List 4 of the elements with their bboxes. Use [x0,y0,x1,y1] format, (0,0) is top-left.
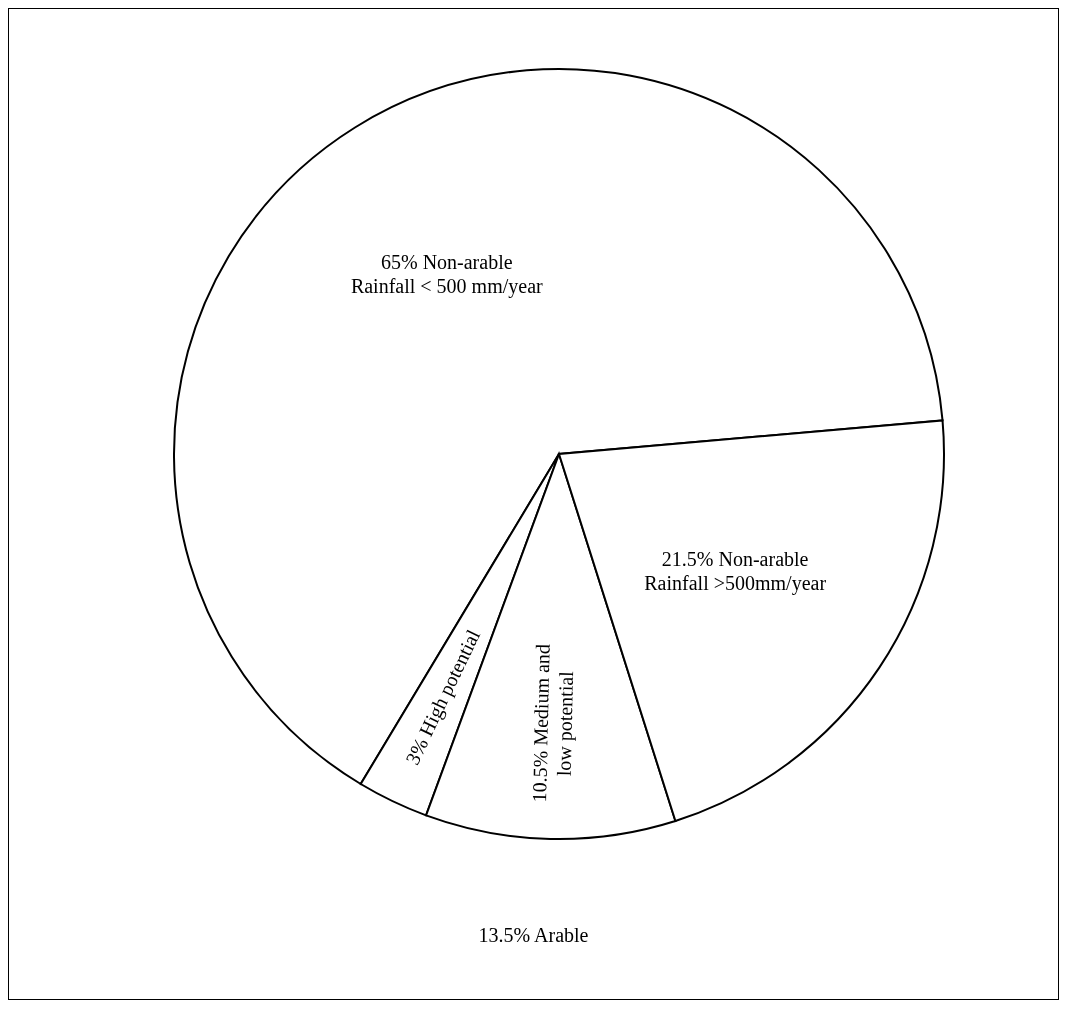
text: 13.5% Arable [477,924,590,947]
slice-label: 10.5% Medium and low potential [528,643,579,803]
slice-label: 65% Non-arable Rainfall < 500 mm/year [350,251,544,299]
slice-label: 21.5% Non-arable Rainfall >500mm/year [644,548,827,596]
